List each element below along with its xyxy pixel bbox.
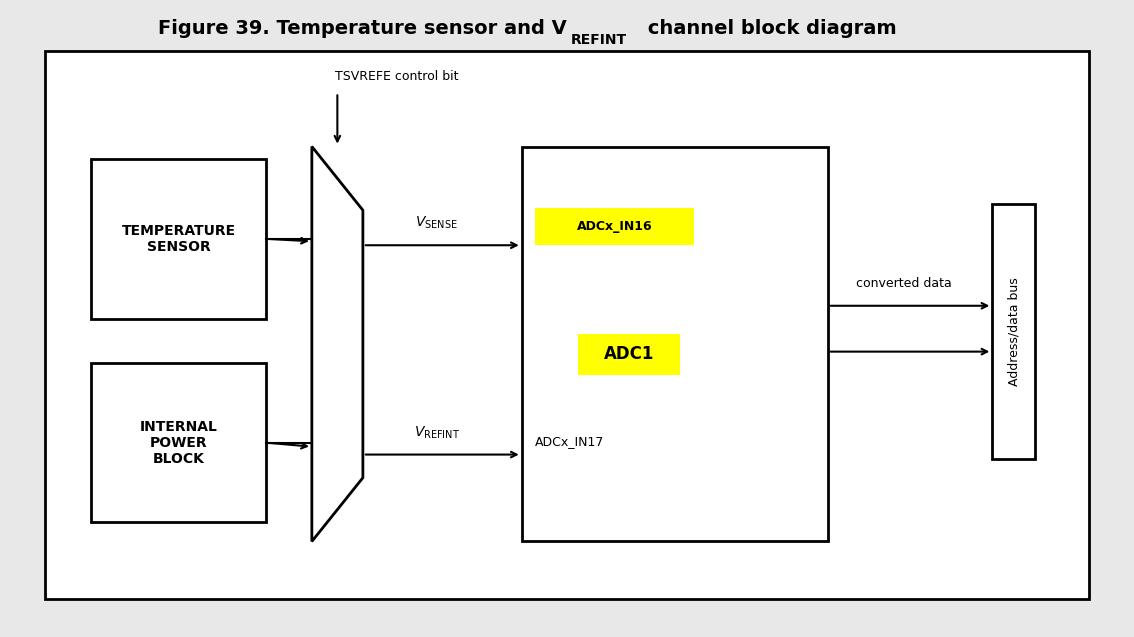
Text: converted data: converted data bbox=[856, 277, 953, 290]
Text: INTERNAL
POWER
BLOCK: INTERNAL POWER BLOCK bbox=[139, 420, 218, 466]
Bar bbox=[91, 159, 266, 318]
Text: $V_{\mathrm{SENSE}}$: $V_{\mathrm{SENSE}}$ bbox=[415, 215, 458, 231]
Bar bbox=[992, 204, 1035, 459]
Polygon shape bbox=[312, 147, 363, 541]
Text: ADCx_IN16: ADCx_IN16 bbox=[577, 220, 652, 233]
Bar bbox=[91, 363, 266, 522]
Bar bbox=[45, 51, 1089, 599]
Text: ADC1: ADC1 bbox=[604, 345, 654, 363]
Text: TEMPERATURE
SENSOR: TEMPERATURE SENSOR bbox=[121, 224, 236, 254]
Bar bbox=[522, 147, 828, 541]
Text: Figure 39. Temperature sensor and V: Figure 39. Temperature sensor and V bbox=[159, 19, 567, 38]
Text: channel block diagram: channel block diagram bbox=[641, 19, 896, 38]
Text: ADCx_IN17: ADCx_IN17 bbox=[535, 435, 604, 448]
Text: REFINT: REFINT bbox=[570, 33, 626, 47]
Text: TSVREFE control bit: TSVREFE control bit bbox=[335, 70, 458, 83]
Bar bbox=[578, 334, 680, 375]
Text: Address/data bus: Address/data bus bbox=[1007, 277, 1021, 385]
Bar bbox=[535, 208, 694, 245]
Text: $V_{\mathrm{REFINT}}$: $V_{\mathrm{REFINT}}$ bbox=[414, 424, 459, 441]
